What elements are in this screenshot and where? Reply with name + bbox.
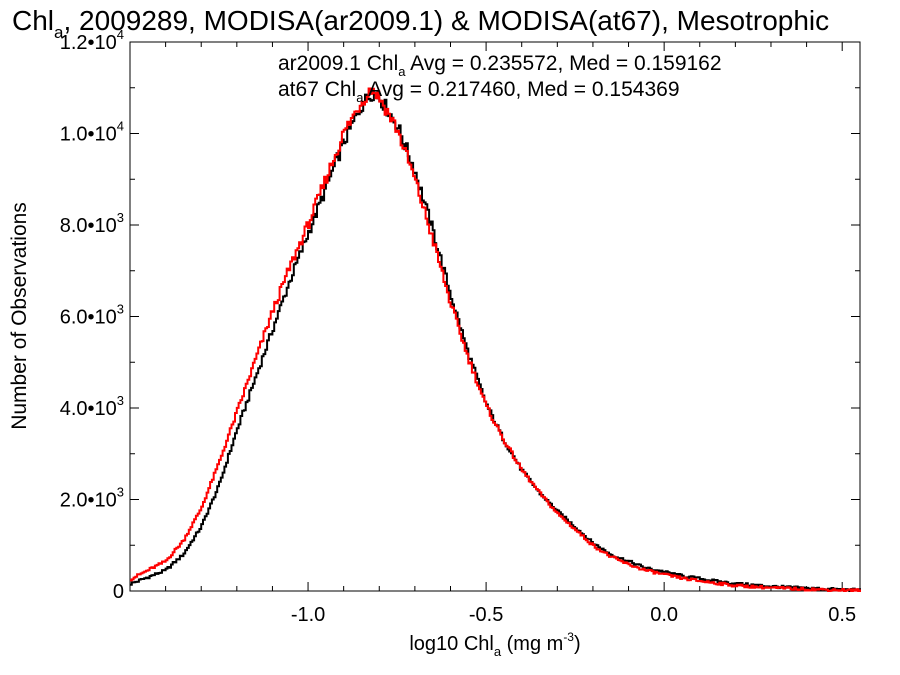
annotation-ar2009: ar2009.1 Chla Avg = 0.235572, Med = 0.15… (278, 52, 722, 79)
y-tick-label: 8.0•103 (60, 210, 124, 237)
series-line-0 (130, 92, 861, 592)
x-tick-label: -0.5 (469, 604, 503, 626)
plot-frame (129, 41, 861, 592)
title-subscript: a (54, 23, 64, 42)
x-tick-label: 0.0 (650, 604, 678, 626)
y-axis-ticks: 0 2.0•103 4.0•103 6.0•103 8.0•103 1.0•104 1.2•… (60, 27, 860, 603)
y-tick-label: 4.0•103 (60, 393, 124, 420)
series-line-1 (130, 87, 861, 592)
x-tick-label: -1.0 (291, 604, 325, 626)
annotation-at67: at67 Chla Avg = 0.217460, Med = 0.154369 (278, 78, 680, 105)
y-tick-label: 1.0•104 (60, 119, 124, 146)
series-group (130, 87, 861, 592)
y-tick-label: 2.0•103 (60, 485, 124, 512)
y-tick-label: 6.0•103 (60, 302, 124, 329)
title-prefix: Chl (12, 5, 54, 36)
x-axis-label: log10 Chla (mg m-3) (409, 630, 580, 659)
y-tick-label: 0 (113, 581, 124, 603)
x-axis-ticks: -1.0 -0.5 0.0 0.5 (165, 42, 856, 626)
x-tick-label: 0.5 (828, 604, 856, 626)
y-axis-label: Number of Observations (8, 202, 31, 430)
y-tick-label: 1.2•104 (60, 27, 124, 54)
chart-title: Chla, 2009289, MODISA(ar2009.1) & MODISA… (12, 5, 829, 42)
title-rest: , 2009289, MODISA(ar2009.1) & MODISA(at6… (63, 5, 829, 36)
